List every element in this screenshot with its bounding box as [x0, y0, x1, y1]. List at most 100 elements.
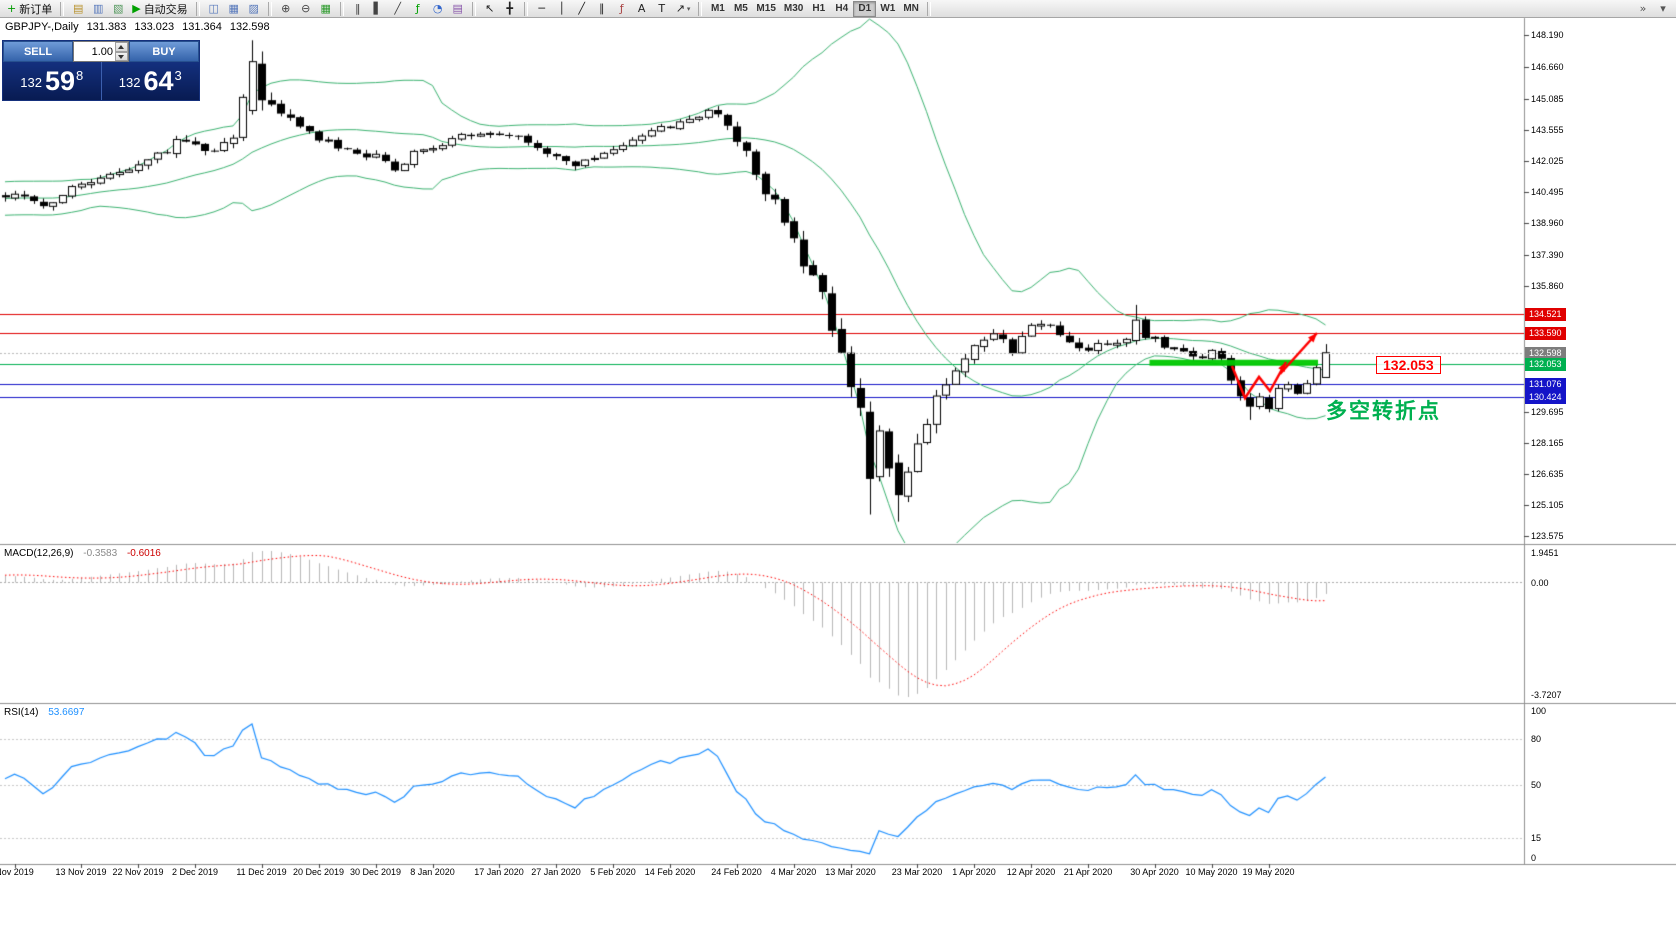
high-value: 133.023: [134, 21, 175, 33]
line-chart-button[interactable]: ╱: [388, 1, 408, 17]
label-tool-icon: T: [658, 1, 666, 15]
volume-decrease-button[interactable]: [115, 51, 128, 61]
trendline-tool-button[interactable]: ╱: [572, 1, 592, 17]
line-chart-icon: ╱: [394, 1, 401, 15]
vline-tool-button[interactable]: │: [552, 1, 572, 17]
grid-toggle-button[interactable]: ▦: [316, 1, 336, 17]
tile-horizontal-button[interactable]: ▦: [224, 1, 244, 17]
bar-chart-button[interactable]: ‖: [348, 1, 368, 17]
scroll-to-end-button[interactable]: »: [1633, 1, 1653, 17]
timeframe-m5-button[interactable]: M5: [733, 3, 748, 14]
date-label: 27 Jan 2020: [531, 867, 581, 877]
bid-ask-display: 132 59 8 132 64 3: [3, 62, 199, 100]
rsi-name: RSI(14): [4, 707, 39, 718]
timeframe-h1-button[interactable]: H1: [812, 3, 826, 14]
price-level-callout[interactable]: 132.053: [1376, 356, 1441, 374]
zoom-in-button[interactable]: ⊕: [276, 1, 296, 17]
macd-signal-value: -0.6016: [126, 548, 161, 559]
timeframe-w1-button[interactable]: W1: [880, 3, 896, 14]
timeframe-m30-button[interactable]: M30: [783, 3, 804, 14]
price-tag: 132.598: [1525, 346, 1566, 360]
charts-window-icon[interactable]: ▤: [68, 1, 88, 17]
date-label: 30 Dec 2019: [349, 867, 402, 877]
close-value: 132.598: [229, 21, 270, 33]
strategy-tester-icon[interactable]: ▧: [108, 1, 128, 17]
timeframe-mn-button[interactable]: MN: [903, 3, 919, 14]
templates-button[interactable]: ▤: [448, 1, 468, 17]
candlestick-chart-button[interactable]: ▌: [368, 1, 388, 17]
buy-button[interactable]: BUY: [129, 41, 199, 62]
autotrading-button[interactable]: ▶ 自动交易: [128, 1, 191, 17]
crosshair-tool-button[interactable]: ╋: [500, 1, 520, 17]
zoom-out-button[interactable]: ⊖: [296, 1, 316, 17]
arrows-tool-button[interactable]: ↗ ▾: [672, 1, 695, 17]
toolbar-separator: [698, 1, 703, 16]
new-order-button[interactable]: + 新订单: [3, 1, 56, 17]
rsi-scale-min: 0: [1531, 853, 1537, 863]
cascade-windows-button[interactable]: ◫: [204, 1, 224, 17]
one-click-trading-panel: SELL BUY 132 59 8 132 64 3: [2, 40, 200, 101]
price-tick-label: 123.575: [1531, 531, 1564, 542]
channel-tool-button[interactable]: ∥: [592, 1, 612, 17]
date-label: 23 Mar 2020: [891, 867, 943, 877]
time-axis[interactable]: Nov 2019 13 Nov 2019 22 Nov 2019 2 Dec 2019…: [0, 864, 1524, 884]
main-toolbar: + 新订单 ▤ ▥ ▧ ▶ 自动交易 ◫ ▦ ▨ ⊕ ⊖ ▦ ‖ ▌ ╱ ƒ ◔ ▤ ↖ ╋ ─ │ ╱ ∥ ƒ A T ↗ ▾ M1 M5 M…: [0, 0, 1676, 18]
timeframe-d1-button[interactable]: D1: [853, 0, 877, 17]
toolbar-right-group: » ▾: [1633, 1, 1673, 17]
vline-tool-icon: │: [558, 1, 565, 15]
indicators-button[interactable]: ƒ: [408, 1, 428, 17]
timeframe-m15-button[interactable]: M15: [756, 3, 776, 14]
sell-button[interactable]: SELL: [3, 41, 73, 62]
bid-price[interactable]: 132 59 8: [3, 62, 101, 100]
ask-point: 3: [174, 68, 182, 83]
volume-increase-button[interactable]: [115, 42, 128, 52]
toolbar-separator: [471, 1, 476, 16]
date-label: 13 Mar 2020: [825, 867, 876, 877]
price-tag: 130.424: [1525, 391, 1566, 404]
cursor-tool-button[interactable]: ↖: [480, 1, 500, 17]
new-order-button-label: 新订单: [19, 3, 53, 16]
tile-vertical-button[interactable]: ▨: [244, 1, 264, 17]
more-tools-button[interactable]: ▾: [1653, 1, 1673, 17]
crosshair-tool-icon: ╋: [506, 1, 513, 15]
bid-point: 8: [76, 68, 84, 83]
data-window-icon[interactable]: ▥: [88, 1, 108, 17]
charts-window-icon: ▤: [73, 1, 84, 15]
indicators-icon: ƒ: [415, 1, 420, 15]
zoom-in-icon: ⊕: [281, 1, 291, 15]
date-label: 1 Apr 2020: [952, 867, 996, 877]
strategy-tester-icon: ▧: [113, 1, 124, 15]
date-label: 8 Jan 2020: [410, 867, 455, 877]
date-label: 11 Dec 2019: [236, 867, 287, 877]
periods-button[interactable]: ◔: [428, 1, 448, 17]
grid-toggle-icon: ▦: [320, 1, 331, 15]
tile-vertical-icon: ▨: [248, 1, 259, 15]
date-label: 2 Dec 2019: [171, 867, 219, 877]
scroll-to-end-icon: »: [1639, 1, 1647, 15]
fibonacci-tool-button[interactable]: ƒ: [612, 1, 632, 17]
channel-tool-icon: ∥: [598, 1, 605, 15]
data-window-icon: ▥: [93, 1, 104, 15]
date-label: 30 Apr 2020: [1130, 867, 1179, 877]
macd-value: -0.3583: [83, 548, 118, 559]
price-tick-label: 125.105: [1531, 500, 1564, 511]
hline-tool-icon: ─: [538, 1, 545, 15]
hline-tool-button[interactable]: ─: [532, 1, 552, 17]
price-tick-label: 129.695: [1531, 406, 1564, 417]
date-label: 24 Feb 2020: [711, 867, 762, 877]
timeframe-h4-button[interactable]: H4: [835, 3, 849, 14]
volume-input[interactable]: [74, 42, 115, 61]
more-tools-icon: ▾: [1660, 1, 1666, 15]
price-tick-label: 128.165: [1531, 437, 1564, 448]
autotrading-icon: ▶: [132, 1, 141, 15]
toolbar-separator: [195, 1, 200, 16]
label-tool-button[interactable]: T: [652, 1, 672, 17]
price-tick-label: 135.860: [1531, 281, 1564, 292]
text-tool-button[interactable]: A: [632, 1, 652, 17]
ask-price[interactable]: 132 64 3: [102, 62, 200, 100]
price-tag: 131.076: [1525, 377, 1566, 391]
timeframe-m1-button[interactable]: M1: [710, 3, 725, 14]
macd-name: MACD(12,26,9): [4, 548, 74, 559]
date-label: 20 Dec 2019: [292, 867, 345, 877]
